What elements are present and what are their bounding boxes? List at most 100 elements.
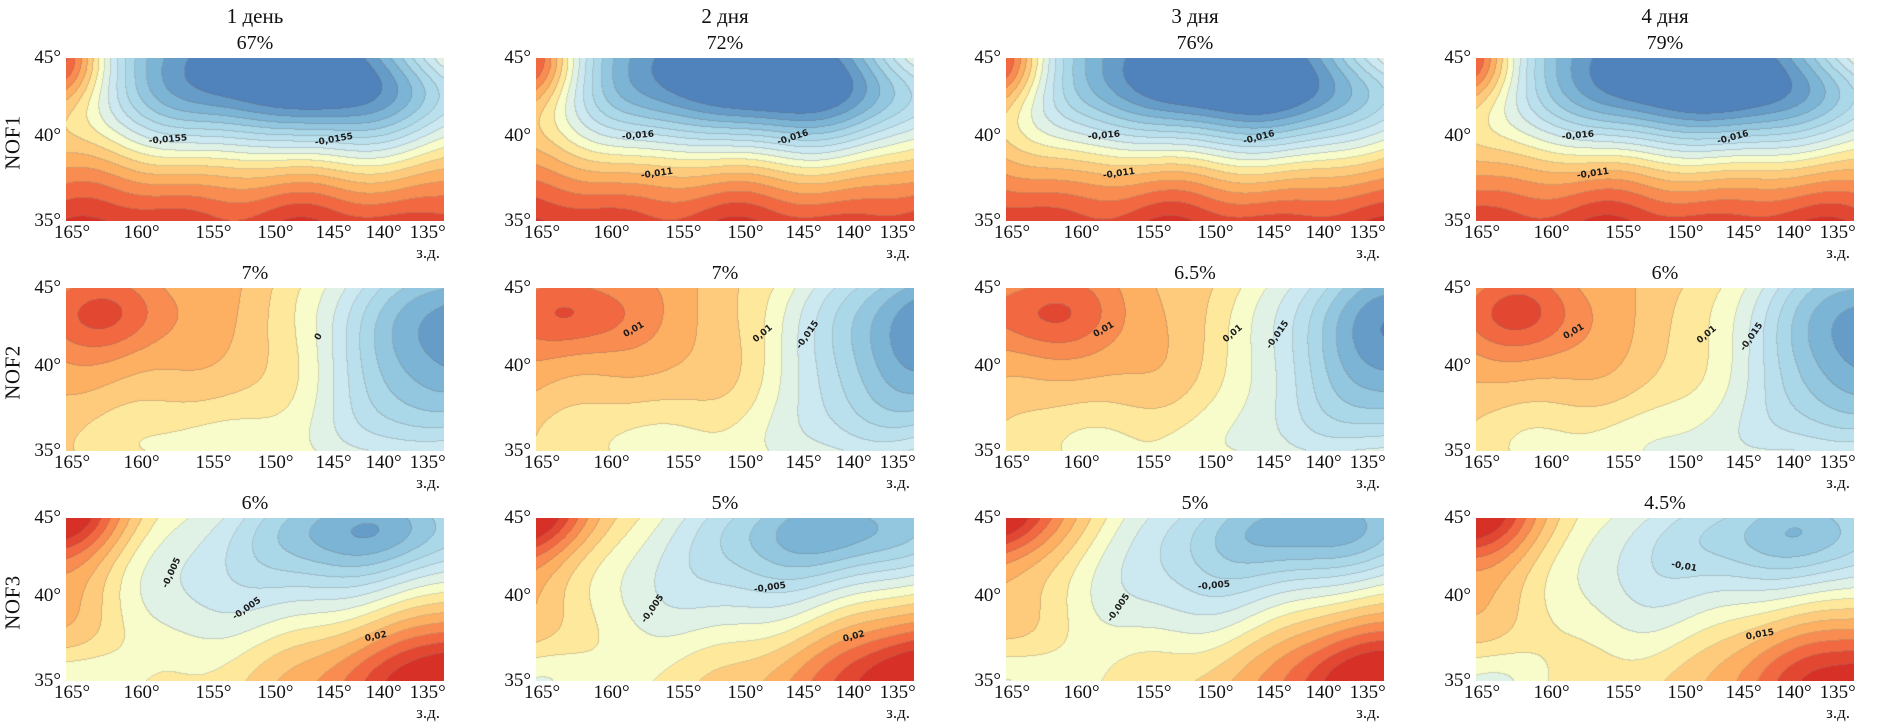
x-tick-label: 165° bbox=[993, 682, 1031, 703]
x-tick-label: 135° bbox=[879, 452, 916, 473]
panel: 6.5% 45° 40° 35° 0,01 0,01 -0,015 165° 160° 155° 1… bbox=[940, 262, 1410, 492]
contour-plot: 45° 40° 35° 0,01 0,01 -0,015 bbox=[1444, 277, 1854, 461]
contour-plot: 45° 40° 35° -0,005 -0,005 0,02 bbox=[504, 507, 914, 691]
x-axis-ticks: 165° 160° 155° 150° 145° 140° 135° bbox=[994, 222, 1386, 244]
y-tick-label: 35° bbox=[34, 670, 61, 691]
y-tick-label: 45° bbox=[974, 507, 1001, 528]
y-tick-label: 40° bbox=[34, 585, 61, 607]
panel: 6% 45° 40° 35° -0,005 -0,005 0,02 165° 160° 155° 1… bbox=[0, 492, 470, 722]
y-tick-label: 45° bbox=[34, 277, 61, 298]
x-tick-label: 135° bbox=[1819, 452, 1856, 473]
panel-percent-title: 72% bbox=[706, 32, 744, 54]
y-tick-label: 40° bbox=[1444, 125, 1471, 147]
x-tick-label: 140° bbox=[365, 682, 402, 703]
x-tick-label: 150° bbox=[1197, 222, 1234, 243]
contour-canvas bbox=[66, 288, 444, 451]
x-tick-label: 135° bbox=[1349, 452, 1386, 473]
contour-plot: 45° 40° 35° -0,0155 -0,0155 bbox=[34, 47, 444, 231]
panel-percent-title: 6% bbox=[241, 492, 269, 514]
contour-canvas bbox=[1006, 58, 1384, 221]
x-tick-label: 150° bbox=[1197, 452, 1234, 473]
column-header-3-days: 3 дня bbox=[1171, 4, 1219, 28]
x-tick-label: 140° bbox=[835, 682, 872, 703]
x-tick-label: 140° bbox=[1305, 222, 1342, 243]
x-tick-label: 145° bbox=[315, 452, 352, 473]
x-tick-label: 145° bbox=[1255, 452, 1292, 473]
x-axis-unit: з.д. bbox=[1356, 473, 1380, 492]
panel: 67% 45° 40° 35° -0,0155 -0,0155 165° 160° 155° 15… bbox=[0, 32, 470, 262]
x-tick-label: 155° bbox=[665, 682, 702, 703]
x-tick-label: 145° bbox=[1255, 682, 1292, 703]
contour-canvas bbox=[1006, 288, 1384, 451]
panel-percent-title: 7% bbox=[241, 262, 269, 284]
contour-canvas bbox=[536, 288, 914, 451]
y-tick-label: 35° bbox=[974, 210, 1001, 231]
x-tick-label: 160° bbox=[593, 452, 630, 473]
x-tick-label: 135° bbox=[879, 682, 916, 703]
y-tick-label: 35° bbox=[34, 440, 61, 461]
x-tick-label: 160° bbox=[123, 222, 160, 243]
x-tick-label: 160° bbox=[1533, 222, 1570, 243]
x-tick-label: 145° bbox=[1725, 452, 1762, 473]
x-tick-label: 160° bbox=[1063, 452, 1100, 473]
contour-plot: 45° 40° 35° 0 bbox=[34, 277, 444, 461]
x-tick-label: 160° bbox=[593, 682, 630, 703]
x-tick-label: 160° bbox=[1533, 452, 1570, 473]
y-tick-label: 40° bbox=[974, 585, 1001, 607]
y-tick-label: 40° bbox=[504, 355, 531, 377]
panel: 76% 45° 40° 35° -0,016 -0,016 -0,011 165° 160° 15… bbox=[940, 32, 1410, 262]
contour-plot: 45° 40° 35° -0,016 -0,016 -0,011 bbox=[504, 47, 914, 231]
x-tick-label: 155° bbox=[1135, 452, 1172, 473]
x-tick-label: 150° bbox=[1667, 682, 1704, 703]
y-tick-label: 40° bbox=[974, 355, 1001, 377]
contour-plot: 45° 40° 35° -0,005 -0,005 bbox=[974, 507, 1384, 691]
x-axis-ticks: 165° 160° 155° 150° 145° 140° 135° bbox=[524, 452, 916, 474]
x-axis-ticks: 165° 160° 155° 150° 145° 140° 135° bbox=[994, 682, 1386, 704]
y-tick-label: 35° bbox=[1444, 670, 1471, 691]
x-tick-label: 145° bbox=[785, 682, 822, 703]
panel-percent-title: 6.5% bbox=[1174, 262, 1216, 284]
x-axis-unit: з.д. bbox=[886, 243, 910, 262]
contour-canvas bbox=[536, 518, 914, 681]
x-tick-label: 160° bbox=[1533, 682, 1570, 703]
x-tick-label: 135° bbox=[409, 222, 446, 243]
panel: 5% 45° 40° 35° -0,005 -0,005 165° 160° 155° 150° 1… bbox=[940, 492, 1410, 722]
panel-percent-title: 5% bbox=[711, 492, 739, 514]
x-tick-label: 140° bbox=[365, 452, 402, 473]
x-tick-label: 155° bbox=[195, 682, 232, 703]
x-tick-label: 135° bbox=[1819, 222, 1856, 243]
contour-canvas bbox=[66, 58, 444, 221]
x-axis-ticks: 165° 160° 155° 150° 145° 140° 135° bbox=[54, 452, 446, 474]
y-tick-label: 40° bbox=[504, 125, 531, 147]
row-nof3: NOF3 6% 45° 40° 35° -0,005 -0,005 0,02 165° 160°… bbox=[0, 492, 1884, 722]
y-tick-label: 45° bbox=[1444, 507, 1471, 528]
x-tick-label: 165° bbox=[993, 222, 1031, 243]
x-tick-label: 165° bbox=[1463, 452, 1501, 473]
x-axis-unit: з.д. bbox=[886, 473, 910, 492]
y-tick-label: 40° bbox=[504, 585, 531, 607]
x-tick-label: 165° bbox=[523, 682, 561, 703]
panel: 7% 45° 40° 35° 0,01 0,01 -0,015 165° 160° 155° 150… bbox=[470, 262, 940, 492]
y-tick-label: 45° bbox=[504, 507, 531, 528]
x-axis-unit: з.д. bbox=[1826, 473, 1850, 492]
contour-plot: 45° 40° 35° -0,016 -0,016 -0,011 bbox=[1444, 47, 1854, 231]
contour-canvas bbox=[1476, 288, 1854, 451]
x-tick-label: 160° bbox=[593, 222, 630, 243]
panel-percent-title: 67% bbox=[236, 32, 274, 54]
y-tick-label: 45° bbox=[1444, 47, 1471, 68]
y-tick-label: 35° bbox=[504, 670, 531, 691]
x-axis-ticks: 165° 160° 155° 150° 145° 140° 135° bbox=[54, 682, 446, 704]
x-tick-label: 165° bbox=[523, 452, 561, 473]
x-tick-label: 145° bbox=[785, 452, 822, 473]
y-tick-label: 45° bbox=[974, 47, 1001, 68]
contour-canvas bbox=[1476, 518, 1854, 681]
y-tick-label: 35° bbox=[34, 210, 61, 231]
x-tick-label: 160° bbox=[1063, 222, 1100, 243]
y-tick-label: 35° bbox=[504, 440, 531, 461]
x-tick-label: 165° bbox=[53, 222, 91, 243]
x-tick-label: 140° bbox=[835, 452, 872, 473]
x-tick-label: 165° bbox=[1463, 222, 1501, 243]
x-tick-label: 165° bbox=[53, 682, 91, 703]
x-tick-label: 135° bbox=[1349, 682, 1386, 703]
y-tick-label: 40° bbox=[974, 125, 1001, 147]
